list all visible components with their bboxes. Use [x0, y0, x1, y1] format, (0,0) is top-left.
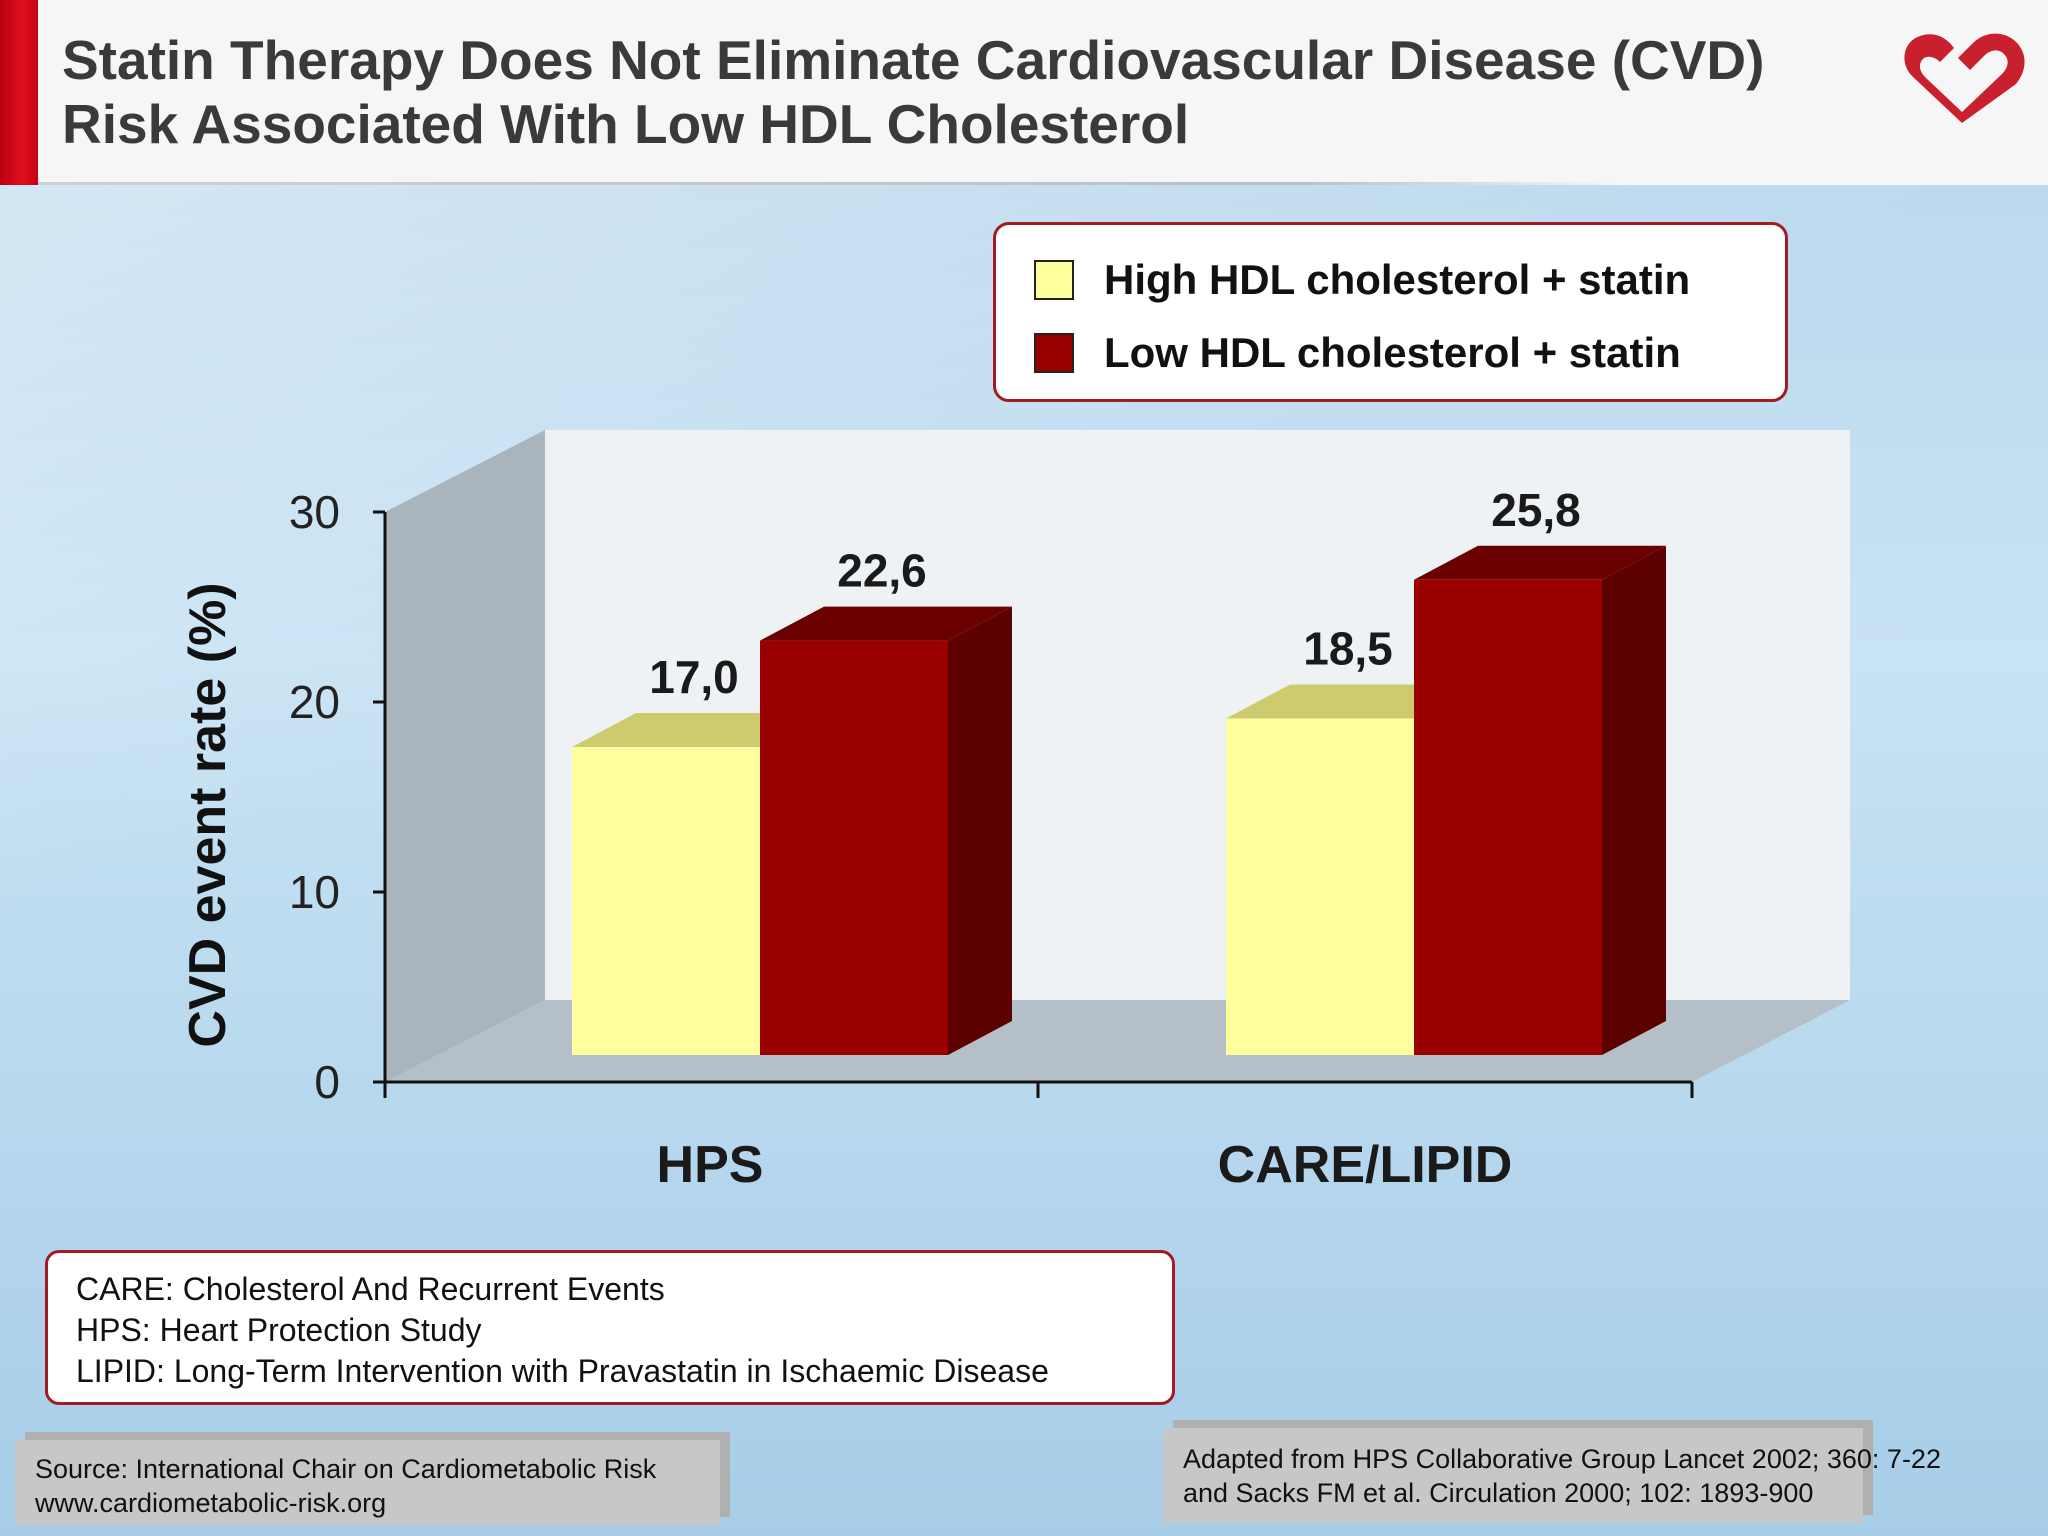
source-url: www.cardiometabolic-risk.org [35, 1488, 387, 1518]
source-text: Source: International Chair on Cardiomet… [35, 1454, 657, 1484]
legend: High HDL cholesterol + statin Low HDL ch… [993, 222, 1788, 402]
bar-high-hdl-care-lipid [1226, 718, 1414, 1055]
red-accent-bar [0, 0, 38, 185]
y-tick-label: 30 [289, 486, 340, 538]
page-title: Statin Therapy Does Not Eliminate Cardio… [62, 28, 1842, 156]
legend-swatch-low-hdl [1034, 333, 1074, 373]
y-tick-label: 20 [289, 676, 340, 728]
heart-check-logo-icon [1904, 33, 2025, 123]
bar-low-hdl-hps [760, 640, 948, 1055]
abbreviation-hps: HPS: Heart Protection Study [76, 1312, 482, 1348]
reference-line-1: Adapted from HPS Collaborative Group Lan… [1183, 1444, 1941, 1474]
header-divider [38, 182, 1618, 185]
bar-low-hdl-hps-side [948, 606, 1012, 1055]
bar-low-hdl-care-lipid-top [1414, 545, 1666, 580]
bar-high-hdl-hps [572, 747, 760, 1055]
abbreviation-lipid: LIPID: Long-Term Intervention with Prava… [76, 1353, 1049, 1389]
chart-left-wall [385, 430, 545, 1082]
abbreviations-box: CARE: Cholesterol And Recurrent Events H… [45, 1250, 1175, 1405]
y-tick-label: 10 [289, 866, 340, 918]
category-label: HPS [657, 1136, 764, 1194]
data-label: 17,0 [649, 651, 739, 703]
data-label: 18,5 [1303, 623, 1393, 675]
data-label: 22,6 [837, 545, 927, 597]
legend-item-high-hdl: High HDL cholesterol + statin [1034, 255, 1690, 305]
legend-label-high-hdl: High HDL cholesterol + statin [1104, 256, 1691, 303]
bar-low-hdl-care-lipid [1414, 579, 1602, 1055]
bar-low-hdl-hps-top [760, 606, 1012, 641]
header-band [0, 0, 2048, 200]
legend-label-low-hdl: Low HDL cholesterol + statin [1104, 329, 1681, 376]
reference-line-2: and Sacks FM et al. Circulation 2000; 10… [1183, 1478, 1814, 1508]
legend-item-low-hdl: Low HDL cholesterol + statin [1034, 328, 1681, 378]
category-label: CARE/LIPID [1218, 1136, 1513, 1194]
abbreviation-care: CARE: Cholesterol And Recurrent Events [76, 1271, 665, 1307]
data-label: 25,8 [1491, 484, 1581, 536]
title-line-2: Risk Associated With Low HDL Cholesterol [62, 93, 1190, 155]
bar-low-hdl-care-lipid-side [1602, 545, 1666, 1055]
y-axis-label: CVD event rate (%) [179, 582, 237, 1047]
y-tick-label: 0 [314, 1056, 340, 1108]
source-box: Source: International Chair on Cardiomet… [15, 1440, 720, 1525]
title-line-1: Statin Therapy Does Not Eliminate Cardio… [62, 29, 1765, 91]
legend-swatch-high-hdl [1034, 260, 1074, 300]
reference-box: Adapted from HPS Collaborative Group Lan… [1163, 1428, 1941, 1523]
